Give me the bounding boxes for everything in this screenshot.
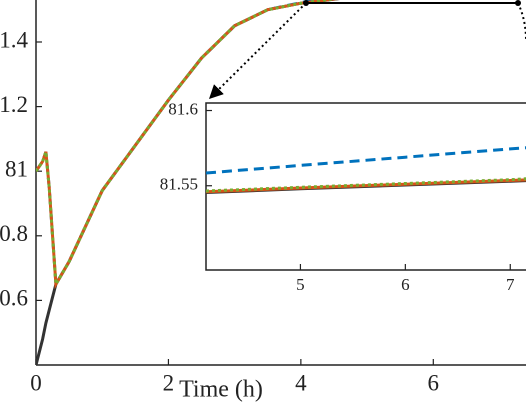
- y-tick-label: 81.55: [160, 175, 198, 194]
- series-group: [206, 146, 526, 194]
- zoom-arrow: [517, 2, 526, 41]
- y-tick-label: 81.2: [0, 92, 28, 117]
- series-line: [36, 0, 339, 290]
- x-tick-label: 6: [428, 370, 440, 395]
- x-tick-label: 5: [296, 275, 305, 294]
- x-axis-label: Time (h): [179, 377, 263, 403]
- y-tick-label: 81: [5, 156, 28, 181]
- zoom-arrow: [209, 2, 307, 99]
- inset-plot: 81.6 81.55 5 6 7: [160, 99, 526, 294]
- series-group: [36, 0, 340, 365]
- series-line: [206, 146, 526, 175]
- x-tick-label: 7: [506, 275, 515, 294]
- y-tick-label: 80.6: [0, 286, 28, 311]
- x-tick-label: 4: [295, 370, 307, 395]
- series-line: [206, 177, 526, 193]
- y-tick-label: 81.6: [168, 99, 198, 118]
- x-tick-label: 0: [30, 370, 42, 395]
- x-tick-label: 2: [163, 370, 175, 395]
- y-tick-label: 80.8: [0, 221, 28, 246]
- x-tick-label: 6: [401, 275, 410, 294]
- y-tick-label: 81.4: [0, 27, 29, 52]
